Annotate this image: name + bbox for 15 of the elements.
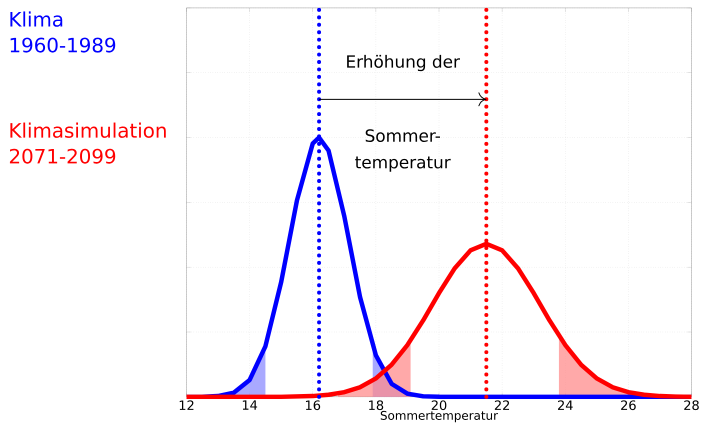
x-tick-label: 24 — [558, 400, 573, 410]
x-tick-label: 28 — [684, 400, 699, 410]
x-tick-label: 26 — [621, 400, 636, 410]
x-tick-label: 18 — [369, 400, 384, 410]
x-tick-label: 14 — [242, 400, 258, 410]
annotation: Sommer- — [366, 129, 440, 142]
x-tick-label: 22 — [494, 400, 510, 410]
text: Klimasimulation 2071-2099 — [10, 122, 166, 164]
x-tick-label: 16 — [306, 400, 320, 410]
x-axis-title: Sommertemperatur — [380, 411, 498, 422]
annotation: temperatur — [355, 156, 451, 172]
x-tick-label: 20 — [432, 400, 446, 410]
text: Klima 1960-1989 — [10, 12, 116, 53]
x-tick-label: 12 — [180, 400, 194, 410]
text: Erhöhung der — [347, 55, 460, 72]
